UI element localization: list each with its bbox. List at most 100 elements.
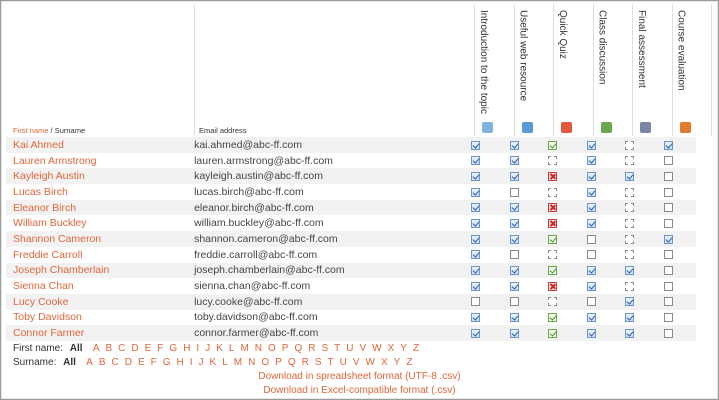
completion-unchecked-icon[interactable] (663, 328, 673, 338)
surname-filter-letter[interactable]: M (233, 357, 243, 368)
activity-header-6[interactable]: Course evaluation (675, 10, 687, 91)
first-filter-letter[interactable]: J (205, 343, 211, 354)
completion-checked-icon[interactable] (509, 266, 519, 276)
completion-unchecked-icon[interactable] (663, 297, 673, 307)
completion-unchecked-icon[interactable] (663, 281, 673, 291)
completion-unchecked-icon[interactable] (471, 297, 481, 307)
completion-checked-icon[interactable] (625, 171, 635, 181)
student-name-link[interactable]: Shannon Cameron (6, 231, 195, 247)
completion-checked-icon[interactable] (586, 328, 596, 338)
first-filter-letter[interactable]: O (268, 343, 276, 354)
activity-header-1[interactable]: Introduction to the topic (478, 10, 489, 114)
surname-filter-letter[interactable]: K (209, 357, 217, 368)
completion-passed-icon[interactable] (548, 234, 558, 244)
first-filter-letter[interactable]: F (157, 343, 164, 354)
completion-checked-icon[interactable] (471, 219, 481, 228)
surname-filter-letter[interactable]: I (189, 357, 193, 368)
first-filter-letter[interactable]: G (169, 343, 178, 354)
first-filter-letter[interactable]: P (281, 343, 289, 354)
surname-filter-letter[interactable]: P (275, 357, 282, 368)
completion-unchecked-icon[interactable] (663, 156, 673, 166)
surname-filter-letter[interactable]: Q (287, 357, 296, 368)
completion-checked-icon[interactable] (471, 234, 481, 244)
surname-filter-letter[interactable]: B (98, 357, 106, 368)
first-filter-letter[interactable]: M (240, 343, 249, 354)
completion-checked-icon[interactable] (586, 156, 596, 166)
student-name-link[interactable]: Lucas Birch (13, 185, 68, 198)
completion-checked-icon[interactable] (471, 156, 481, 166)
completion-failed-icon[interactable] (548, 281, 558, 291)
completion-unchecked-icon[interactable] (586, 234, 596, 244)
completion-checked-icon[interactable] (625, 328, 635, 338)
surname-filter-letter[interactable]: V (352, 357, 360, 368)
student-name-link[interactable]: Joseph Chamberlain (6, 262, 195, 279)
surname-filter-letter[interactable]: Y (393, 357, 401, 368)
completion-pending-icon[interactable] (625, 187, 635, 197)
student-name-link[interactable]: Kayleigh Austin (6, 168, 195, 185)
completion-unchecked-icon[interactable] (509, 187, 519, 197)
completion-checked-icon[interactable] (509, 140, 519, 150)
student-name-link[interactable]: Connor Farmer (6, 325, 195, 341)
surname-filter-letter[interactable]: D (124, 357, 132, 368)
first-filter-letter[interactable]: S (321, 343, 329, 354)
completion-failed-icon[interactable] (548, 219, 558, 228)
completion-checked-icon[interactable] (509, 203, 519, 213)
completion-checked-icon[interactable] (471, 328, 481, 338)
first-filter-letter[interactable]: V (359, 343, 367, 354)
completion-checked-icon[interactable] (509, 234, 519, 244)
completion-unchecked-icon[interactable] (663, 266, 673, 276)
completion-unchecked-icon[interactable] (663, 250, 673, 260)
completion-pending-icon[interactable] (625, 140, 635, 150)
completion-pending-icon[interactable] (548, 156, 558, 166)
surname-filter-letter[interactable]: J (198, 357, 204, 368)
completion-checked-icon[interactable] (471, 281, 481, 291)
completion-checked-icon[interactable] (663, 140, 673, 150)
completion-checked-icon[interactable] (586, 187, 596, 197)
completion-pending-icon[interactable] (548, 250, 558, 260)
surname-filter-letter[interactable]: O (261, 357, 270, 368)
completion-checked-icon[interactable] (509, 156, 519, 166)
first-filter-letter[interactable]: W (372, 343, 382, 354)
completion-checked-icon[interactable] (586, 313, 596, 323)
download-utf8-link[interactable]: Download in spreadsheet format (UTF-8 .c… (258, 371, 461, 382)
completion-pending-icon[interactable] (548, 187, 558, 197)
completion-checked-icon[interactable] (509, 328, 519, 338)
download-excel-link[interactable]: Download in Excel-compatible format (.cs… (263, 385, 456, 396)
completion-checked-icon[interactable] (471, 203, 481, 213)
completion-checked-icon[interactable] (509, 281, 519, 291)
student-name-link[interactable]: Sienna Chan (13, 280, 74, 293)
student-name-link[interactable]: Eleanor Birch (6, 199, 195, 216)
activity-header-5[interactable]: Final assessment (636, 10, 647, 88)
completion-unchecked-icon[interactable] (509, 250, 519, 260)
completion-passed-icon[interactable] (548, 140, 558, 150)
activity-header-2[interactable]: Useful web resource (517, 10, 529, 102)
surname-filter-letter[interactable]: Z (406, 357, 413, 368)
first-filter-letter[interactable]: I (196, 343, 200, 354)
first-filter-letter[interactable]: L (228, 343, 235, 354)
completion-checked-icon[interactable] (471, 266, 481, 276)
completion-checked-icon[interactable] (509, 219, 519, 228)
surname-filter-letter[interactable]: S (314, 357, 322, 368)
first-filter-letter[interactable]: K (216, 343, 223, 354)
first-filter-letter[interactable]: E (144, 343, 152, 354)
student-name-link[interactable]: Kai Ahmed (6, 137, 195, 153)
completion-checked-icon[interactable] (471, 187, 481, 197)
completion-checked-icon[interactable] (586, 281, 596, 291)
completion-checked-icon[interactable] (586, 171, 596, 181)
completion-checked-icon[interactable] (586, 266, 596, 276)
completion-pending-icon[interactable] (625, 203, 635, 213)
first-filter-letter[interactable]: B (105, 343, 113, 354)
student-name-link[interactable]: Lucy Cooke (6, 293, 195, 310)
student-name-link[interactable]: Lauren Armstrong (13, 154, 97, 167)
completion-checked-icon[interactable] (586, 203, 596, 213)
first-filter-letter[interactable]: H (183, 343, 191, 354)
completion-passed-icon[interactable] (548, 328, 558, 338)
completion-pending-icon[interactable] (548, 297, 558, 307)
first-filter-letter[interactable]: N (254, 343, 263, 354)
surname-filter-letter[interactable]: A (86, 357, 93, 368)
completion-pending-icon[interactable] (625, 156, 635, 166)
surname-filter-letter[interactable]: U (339, 357, 347, 368)
completion-checked-icon[interactable] (663, 234, 673, 244)
completion-checked-icon[interactable] (586, 140, 596, 150)
first-filter-letter[interactable]: Q (294, 343, 303, 354)
